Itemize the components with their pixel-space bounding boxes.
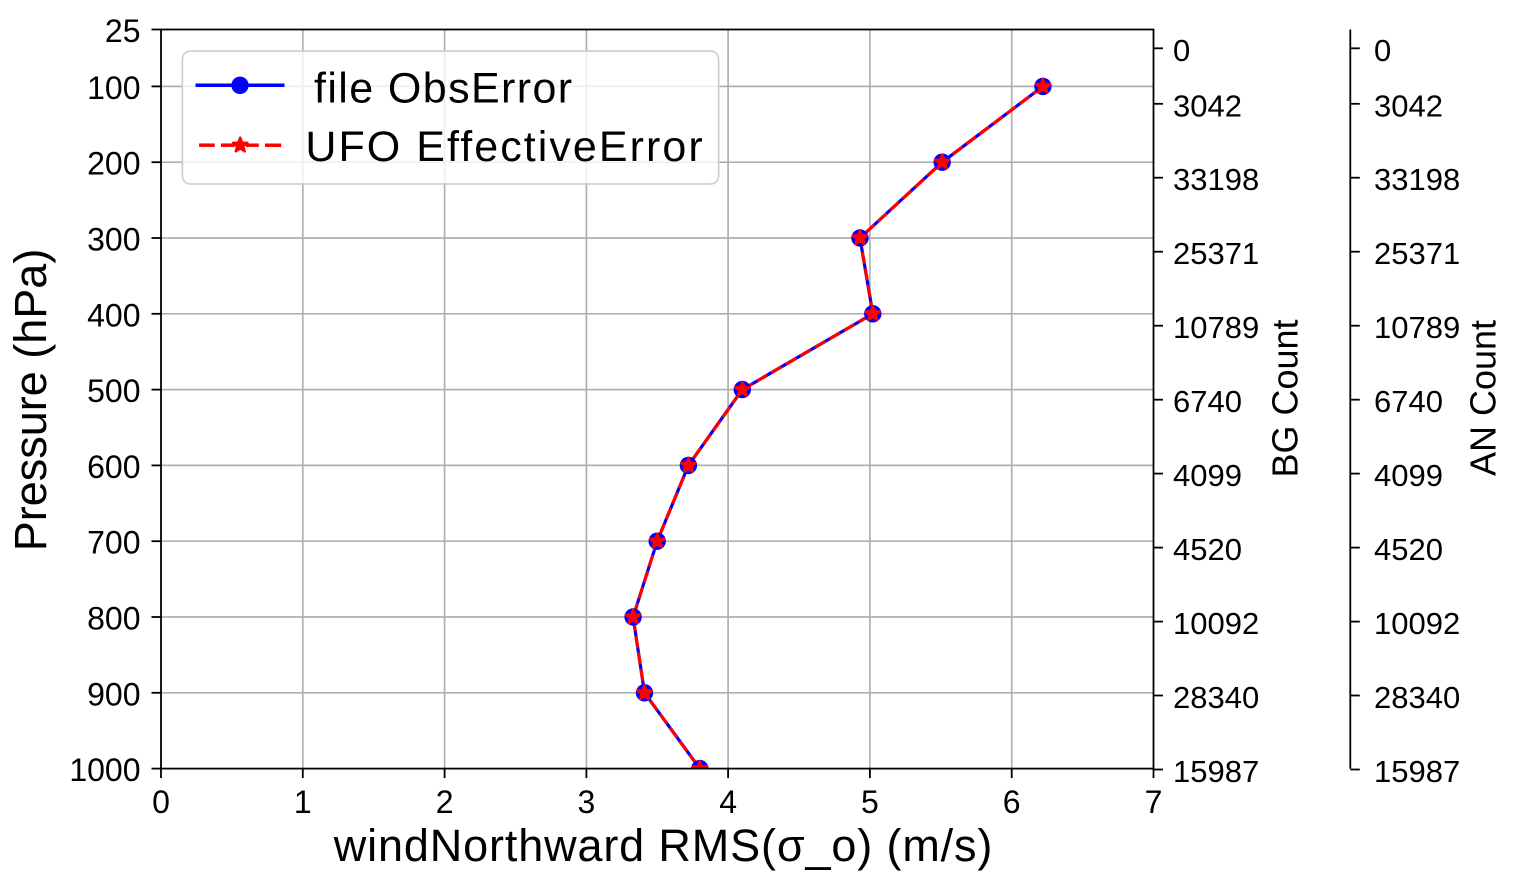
svg-text:33198: 33198 bbox=[1173, 162, 1259, 197]
svg-text:4099: 4099 bbox=[1173, 458, 1242, 493]
svg-text:3: 3 bbox=[578, 784, 596, 820]
svg-text:4099: 4099 bbox=[1374, 458, 1443, 493]
svg-text:UFO EffectiveError: UFO EffectiveError bbox=[305, 123, 704, 171]
svg-text:25: 25 bbox=[105, 13, 141, 49]
svg-text:6: 6 bbox=[1003, 784, 1021, 820]
svg-text:10092: 10092 bbox=[1173, 606, 1259, 641]
svg-text:BG Count: BG Count bbox=[1265, 319, 1306, 477]
svg-text:4520: 4520 bbox=[1374, 532, 1443, 567]
svg-text:500: 500 bbox=[87, 373, 140, 409]
svg-text:700: 700 bbox=[87, 525, 140, 561]
svg-text:3042: 3042 bbox=[1173, 88, 1242, 123]
svg-text:25371: 25371 bbox=[1173, 236, 1259, 271]
svg-text:15987: 15987 bbox=[1374, 754, 1460, 789]
svg-text:10789: 10789 bbox=[1374, 310, 1460, 345]
svg-text:2: 2 bbox=[436, 784, 454, 820]
svg-text:300: 300 bbox=[87, 222, 140, 258]
svg-text:25371: 25371 bbox=[1374, 236, 1460, 271]
svg-text:100: 100 bbox=[87, 70, 140, 106]
svg-text:10092: 10092 bbox=[1374, 606, 1460, 641]
svg-text:900: 900 bbox=[87, 676, 140, 712]
svg-text:28340: 28340 bbox=[1374, 680, 1460, 715]
svg-text:15987: 15987 bbox=[1173, 754, 1259, 789]
svg-text:1000: 1000 bbox=[69, 752, 140, 788]
svg-text:28340: 28340 bbox=[1173, 680, 1259, 715]
svg-text:200: 200 bbox=[87, 146, 140, 182]
svg-text:6740: 6740 bbox=[1173, 384, 1242, 419]
svg-text:600: 600 bbox=[87, 449, 140, 485]
svg-text:800: 800 bbox=[87, 601, 140, 637]
svg-text:Pressure (hPa): Pressure (hPa) bbox=[5, 249, 56, 552]
svg-text:0: 0 bbox=[1173, 33, 1190, 68]
svg-text:0: 0 bbox=[152, 784, 170, 820]
svg-text:1: 1 bbox=[294, 784, 312, 820]
svg-text:AN Count: AN Count bbox=[1463, 320, 1504, 476]
svg-text:3042: 3042 bbox=[1374, 88, 1443, 123]
svg-text:file ObsError: file ObsError bbox=[314, 65, 574, 113]
svg-text:windNorthward RMS(σ_o) (m/s): windNorthward RMS(σ_o) (m/s) bbox=[333, 820, 993, 871]
svg-text:4: 4 bbox=[719, 784, 737, 820]
svg-text:5: 5 bbox=[861, 784, 879, 820]
svg-text:10789: 10789 bbox=[1173, 310, 1259, 345]
svg-text:6740: 6740 bbox=[1374, 384, 1443, 419]
svg-text:4520: 4520 bbox=[1173, 532, 1242, 567]
svg-text:0: 0 bbox=[1374, 33, 1391, 68]
svg-text:7: 7 bbox=[1145, 784, 1163, 820]
svg-text:400: 400 bbox=[87, 297, 140, 333]
svg-text:33198: 33198 bbox=[1374, 162, 1460, 197]
